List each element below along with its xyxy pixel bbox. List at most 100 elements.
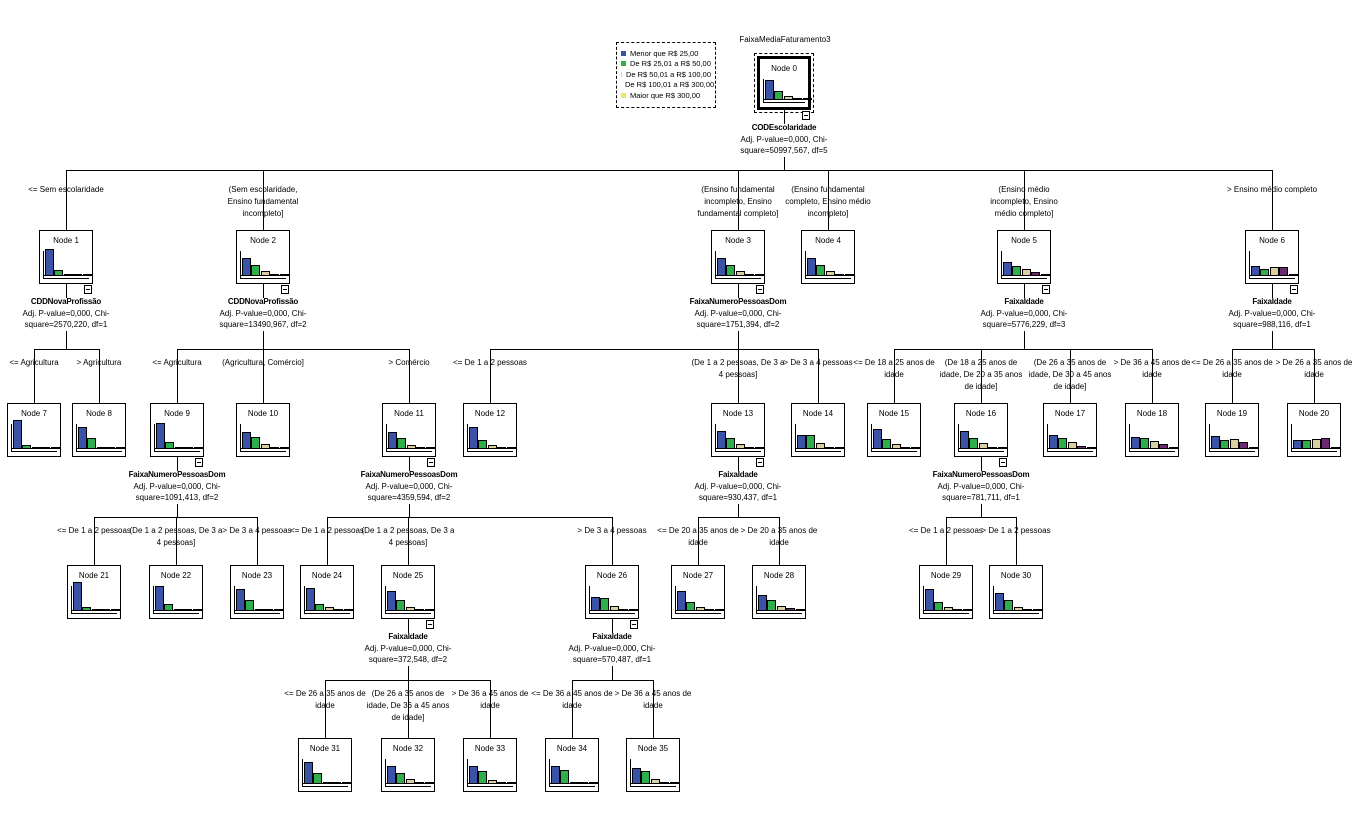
branch-label: <= De 1 a 2 pessoas (57, 526, 131, 535)
node-label: Node 0 (771, 64, 797, 73)
node-label: Node 34 (556, 744, 588, 753)
distribution-bar (641, 771, 651, 784)
tree-node[interactable]: Node 22 (149, 565, 203, 619)
distribution-bar (173, 609, 183, 611)
legend-item: De R$ 25,01 a R$ 50,00 (621, 59, 711, 70)
tree-node[interactable]: Node 6 (1245, 230, 1299, 284)
collapse-toggle-icon[interactable] (427, 458, 435, 467)
tree-node[interactable]: Node 32 (381, 738, 435, 792)
connector-line (1016, 517, 1017, 565)
tree-node[interactable]: Node 10 (236, 403, 290, 457)
distribution-bar (695, 607, 705, 611)
distribution-bar (1012, 266, 1022, 276)
tree-node[interactable]: Node 27 (671, 565, 725, 619)
connector-line (698, 517, 780, 518)
connector-line (1152, 349, 1153, 403)
tree-node[interactable]: Node 3 (711, 230, 765, 284)
distribution-bar (1220, 440, 1230, 449)
collapse-toggle-icon[interactable] (1042, 285, 1050, 294)
tree-node[interactable]: Node 35 (626, 738, 680, 792)
collapse-toggle-icon[interactable] (802, 111, 810, 120)
tree-node[interactable]: Node 5 (997, 230, 1051, 284)
tree-node[interactable]: Node 31 (298, 738, 352, 792)
tree-node[interactable]: Node 14 (791, 403, 845, 457)
tree-node[interactable]: Node 33 (463, 738, 517, 792)
tree-node[interactable]: Node 25 (381, 565, 435, 619)
legend-item: De R$ 100,01 a R$ 300,00 (621, 80, 714, 91)
tree-node[interactable]: Node 0 (757, 56, 812, 110)
distribution-bar (1031, 272, 1041, 276)
branch-label: (De 26 a 35 anos de idade, De 36 a 45 an… (366, 689, 450, 722)
tree-node[interactable]: Node 15 (867, 403, 921, 457)
collapse-toggle-icon[interactable] (756, 285, 764, 294)
distribution-bar (1032, 609, 1042, 611)
distribution-bar (273, 609, 283, 611)
collapse-toggle-icon[interactable] (84, 285, 92, 294)
distribution-bar (745, 447, 755, 449)
distribution-bar (844, 274, 854, 276)
collapse-toggle-icon[interactable] (999, 458, 1007, 467)
branch-label: > Comércio (388, 358, 430, 367)
distribution-bar (387, 591, 396, 611)
distribution-bar (41, 447, 51, 449)
branch-label: <= De 26 a 35 anos de idade (1191, 358, 1273, 379)
legend-item: De R$ 50,01 a R$ 100,00 (621, 69, 711, 80)
connector-line (327, 517, 613, 518)
distribution-bar (478, 440, 488, 449)
tree-node[interactable]: Node 4 (801, 230, 855, 284)
distribution-bar (619, 609, 629, 611)
node-label: Node 19 (1216, 409, 1248, 418)
tree-node[interactable]: Node 34 (545, 738, 599, 792)
legend-label: Maior que R$ 300,00 (630, 90, 701, 100)
connector-line (612, 666, 613, 680)
distribution-bar (313, 773, 323, 784)
connector-line (698, 517, 699, 565)
histogram-axis (549, 759, 550, 786)
tree-node[interactable]: Node 8 (72, 403, 126, 457)
tree-node[interactable]: Node 9 (150, 403, 204, 457)
tree-node[interactable]: Node 1 (39, 230, 93, 284)
collapse-toggle-icon[interactable] (756, 458, 764, 467)
split-info: FaixaNumeroPessoasDom Adj. P-value=0,000,… (112, 469, 242, 504)
distribution-bar (397, 438, 407, 449)
distribution-bar (322, 782, 332, 784)
distribution-bar (245, 600, 255, 611)
collapse-toggle-icon[interactable] (281, 285, 289, 294)
tree-node[interactable]: Node 12 (463, 403, 517, 457)
distribution-bar (236, 589, 245, 611)
distribution-bar (1040, 274, 1050, 276)
collapse-toggle-icon[interactable] (1290, 285, 1298, 294)
distribution-bar (1229, 439, 1239, 449)
distribution-bar (415, 782, 425, 784)
tree-node[interactable]: Node 21 (67, 565, 121, 619)
collapse-toggle-icon[interactable] (630, 620, 638, 629)
distribution-bar (78, 427, 87, 449)
tree-node[interactable]: Node 13 (711, 403, 765, 457)
histogram-axis (630, 759, 631, 786)
split-variable: FaixaNumeroPessoasDom (128, 470, 226, 479)
connector-line (409, 457, 410, 471)
tree-node[interactable]: Node 29 (919, 565, 973, 619)
tree-node[interactable]: Node 2 (236, 230, 290, 284)
branch-label: <= De 20 a 35 anos de idade (657, 526, 739, 547)
tree-node[interactable]: Node 26 (585, 565, 639, 619)
tree-node[interactable]: Node 30 (989, 565, 1043, 619)
distribution-bar (1131, 437, 1140, 449)
distribution-bar (478, 771, 488, 784)
histogram-axis (1209, 424, 1210, 451)
tree-node[interactable]: Node 18 (1125, 403, 1179, 457)
tree-node[interactable]: Node 11 (382, 403, 436, 457)
collapse-toggle-icon[interactable] (426, 620, 434, 629)
split-pvalue: Adj. P-value=0,000, Chi- (980, 308, 1068, 318)
collapse-toggle-icon[interactable] (195, 458, 203, 467)
tree-node[interactable]: Node 19 (1205, 403, 1259, 457)
tree-node[interactable]: Node 17 (1043, 403, 1097, 457)
tree-node[interactable]: Node 16 (954, 403, 1008, 457)
tree-node[interactable]: Node 20 (1287, 403, 1341, 457)
distribution-bar (882, 439, 892, 449)
histogram-axis (11, 424, 12, 451)
tree-node[interactable]: Node 23 (230, 565, 284, 619)
tree-node[interactable]: Node 24 (300, 565, 354, 619)
tree-node[interactable]: Node 28 (752, 565, 806, 619)
tree-node[interactable]: Node 7 (7, 403, 61, 457)
